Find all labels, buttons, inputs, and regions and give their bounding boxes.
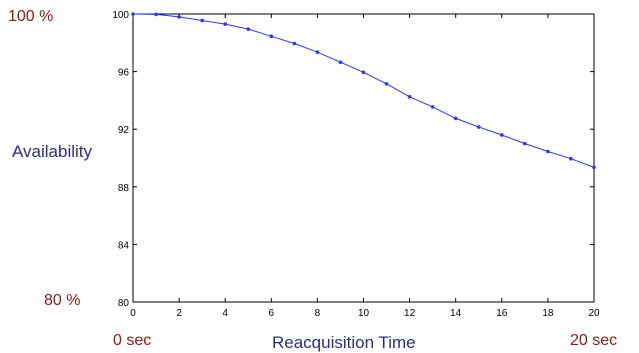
y-tick-label: 100 — [112, 10, 129, 21]
x-tick-label: 4 — [222, 308, 228, 319]
data-point — [453, 116, 458, 121]
x-axis-title: Reacquisition Time — [272, 333, 416, 352]
data-point — [246, 27, 251, 31]
data-point — [384, 82, 389, 86]
data-point — [200, 18, 204, 23]
x-tick-label: 6 — [269, 308, 275, 319]
annotation-x-left: 0 sec — [113, 332, 152, 349]
data-point — [592, 165, 596, 170]
y-tick-label: 88 — [118, 183, 130, 194]
x-tick-label: 2 — [176, 308, 182, 319]
data-point — [546, 149, 550, 154]
data-point — [476, 125, 481, 129]
data-point — [223, 22, 227, 26]
x-tick-label: 14 — [450, 308, 462, 319]
x-tick-label: 12 — [404, 308, 416, 319]
data-point — [269, 34, 274, 39]
annotation-y-bottom: 80 % — [44, 292, 81, 309]
annotation-y-top: 100 % — [8, 8, 54, 25]
y-tick-label: 96 — [118, 68, 130, 79]
data-point — [430, 105, 435, 109]
x-tick-label: 20 — [588, 308, 600, 319]
data-point — [154, 12, 158, 17]
data-point — [569, 156, 573, 161]
plot-frame — [132, 13, 595, 303]
y-tick-label: 92 — [118, 125, 130, 136]
x-tick-label: 10 — [358, 308, 370, 319]
y-tick-label: 84 — [118, 240, 130, 251]
data-point — [407, 95, 412, 99]
data-point — [523, 141, 527, 146]
data-point — [131, 12, 135, 16]
y-tick-label: 80 — [118, 298, 130, 309]
x-tick-label: 8 — [315, 308, 321, 319]
x-tick-label: 18 — [542, 308, 554, 319]
x-tick-label: 0 — [130, 308, 136, 319]
annotation-x-right: 20 sec — [570, 332, 618, 349]
data-point — [292, 41, 297, 46]
data-point — [315, 50, 320, 54]
y-axis-title: Availability — [12, 142, 93, 161]
x-tick-label: 16 — [496, 308, 508, 319]
data-point — [338, 60, 343, 65]
data-point — [500, 133, 504, 137]
data-point — [361, 70, 366, 75]
data-point — [177, 15, 181, 19]
